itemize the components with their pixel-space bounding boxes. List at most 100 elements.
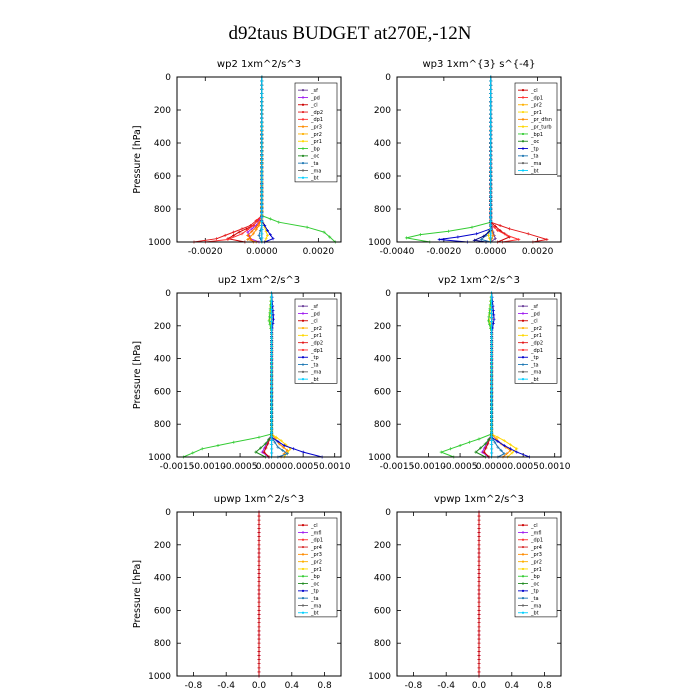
series-point-dp1 — [477, 649, 481, 653]
x-tick-label: -0.0010 — [191, 462, 226, 472]
series-point-bt — [489, 203, 493, 207]
legend-marker — [301, 553, 305, 556]
series-point-dp1 — [477, 580, 481, 584]
series-point-dp1 — [257, 514, 261, 518]
series-point-bt — [270, 369, 274, 373]
series-point-bt — [489, 92, 493, 95]
series-point-bt — [260, 228, 264, 232]
legend-marker — [301, 538, 305, 541]
series-point-bt — [489, 108, 493, 112]
legend-marker — [521, 326, 525, 330]
series-point-bt — [489, 207, 493, 211]
legend-marker — [521, 334, 525, 337]
x-tick-label: 0.0000 — [256, 462, 288, 472]
legend-box — [514, 517, 558, 618]
legend-marker — [521, 597, 525, 600]
series-point-dp1 — [477, 613, 481, 616]
series-point-bt — [490, 344, 494, 348]
series-point-dp1 — [257, 641, 261, 645]
series-point-dp1 — [257, 633, 261, 637]
series-point-dp1 — [246, 228, 250, 232]
legend-marker — [301, 169, 305, 172]
series-point-pr1 — [509, 443, 512, 447]
legend-entry-bt: _bt — [310, 377, 319, 383]
series-point-dp1 — [477, 621, 481, 625]
y-tick-label: 0 — [385, 73, 391, 83]
series-point-dp1 — [257, 543, 261, 547]
series-point-cl — [482, 450, 486, 454]
series-point-bt — [260, 108, 264, 112]
series-point-dp1 — [477, 588, 481, 592]
legend-entry-pr-dfsn: _pr_dfsn — [530, 117, 552, 123]
y-tick-label: 400 — [154, 139, 171, 149]
series-point-bt — [490, 389, 494, 393]
legend-entry-dp1: _dp1 — [530, 348, 543, 354]
series-point-bt — [260, 191, 264, 194]
series-point-bt — [270, 394, 274, 397]
series-point-bt — [260, 203, 264, 207]
series-point-bp — [277, 220, 281, 224]
legend-marker — [301, 545, 305, 549]
series-point-dp1 — [477, 584, 481, 588]
series-point-dp1 — [263, 442, 267, 446]
series-point-dp1 — [477, 547, 481, 551]
series-point-dp1 — [257, 555, 261, 559]
series-point-bt — [490, 414, 494, 418]
legend-marker — [521, 125, 525, 128]
series-point-bp — [328, 235, 332, 239]
legend-entry-tp: _tp — [530, 355, 539, 361]
x-tick-label: 0.4 — [505, 681, 520, 691]
legend-marker — [301, 604, 305, 607]
series-point-dp1 — [257, 666, 261, 670]
series-point-pr2 — [264, 237, 268, 241]
series-point-dp2 — [488, 307, 492, 311]
series-point-dp1 — [251, 224, 255, 227]
y-tick-label: 400 — [154, 355, 171, 365]
legend-entry-pr1: _pr1 — [530, 110, 542, 116]
legend-entry-oc: _oc — [310, 581, 320, 587]
series-point-bt — [260, 195, 264, 199]
x-tick-label: 0.8 — [537, 681, 552, 691]
legend-marker — [521, 319, 525, 322]
series-point-bp1 — [470, 225, 474, 229]
series-point-bt — [489, 215, 493, 219]
series-point-bt — [260, 170, 264, 174]
series-point-bp1 — [404, 236, 408, 240]
legend-marker — [521, 611, 525, 614]
legend-entry-ta: _ta — [310, 161, 319, 167]
series-point-dp1 — [257, 567, 261, 571]
legend-entry-oc: _oc — [530, 581, 540, 587]
series-point-oc — [456, 235, 460, 239]
y-tick-label: 200 — [374, 541, 391, 551]
series-point-pr1 — [505, 233, 509, 237]
series-point-dp1 — [477, 600, 481, 604]
series-point-bt — [490, 348, 494, 352]
x-tick-label: 0.0 — [472, 681, 487, 691]
series-point-bt — [490, 381, 494, 385]
legend-marker — [301, 132, 305, 136]
series-point-bt — [490, 402, 494, 406]
series-point-ta — [493, 440, 497, 444]
series-point-dp1 — [477, 576, 481, 580]
series-point-bt — [490, 332, 494, 336]
series-point-pr1 — [510, 451, 514, 455]
y-tick-label: 200 — [154, 106, 171, 116]
x-tick-label: -0.8 — [185, 681, 203, 691]
series-point-bt — [270, 320, 274, 324]
y-tick-label: 200 — [154, 541, 171, 551]
series-point-oc — [266, 229, 269, 232]
legend: _sf_pd _cl_dp2_dp1_pr3 _pr2_pr1_bp _oc_ta_m… — [294, 82, 338, 183]
legend-entry-dp1: _dp1 — [530, 538, 543, 544]
series-point-bt — [489, 178, 493, 182]
legend: _sf_pd _cl_pr2_pr1_dp2 _dp1_tp_ta _ma_bt — [294, 298, 338, 384]
legend-marker — [301, 312, 305, 315]
series-point-bt — [489, 79, 493, 83]
series-point-dp1 — [257, 654, 261, 657]
legend-marker — [301, 560, 305, 563]
legend-entry-pr4: _pr4 — [530, 545, 542, 551]
series-point-dp1 — [257, 547, 261, 551]
legend-entry-cl: _cl — [530, 319, 538, 325]
series-point-dp1 — [477, 596, 481, 600]
legend-marker — [521, 604, 525, 607]
